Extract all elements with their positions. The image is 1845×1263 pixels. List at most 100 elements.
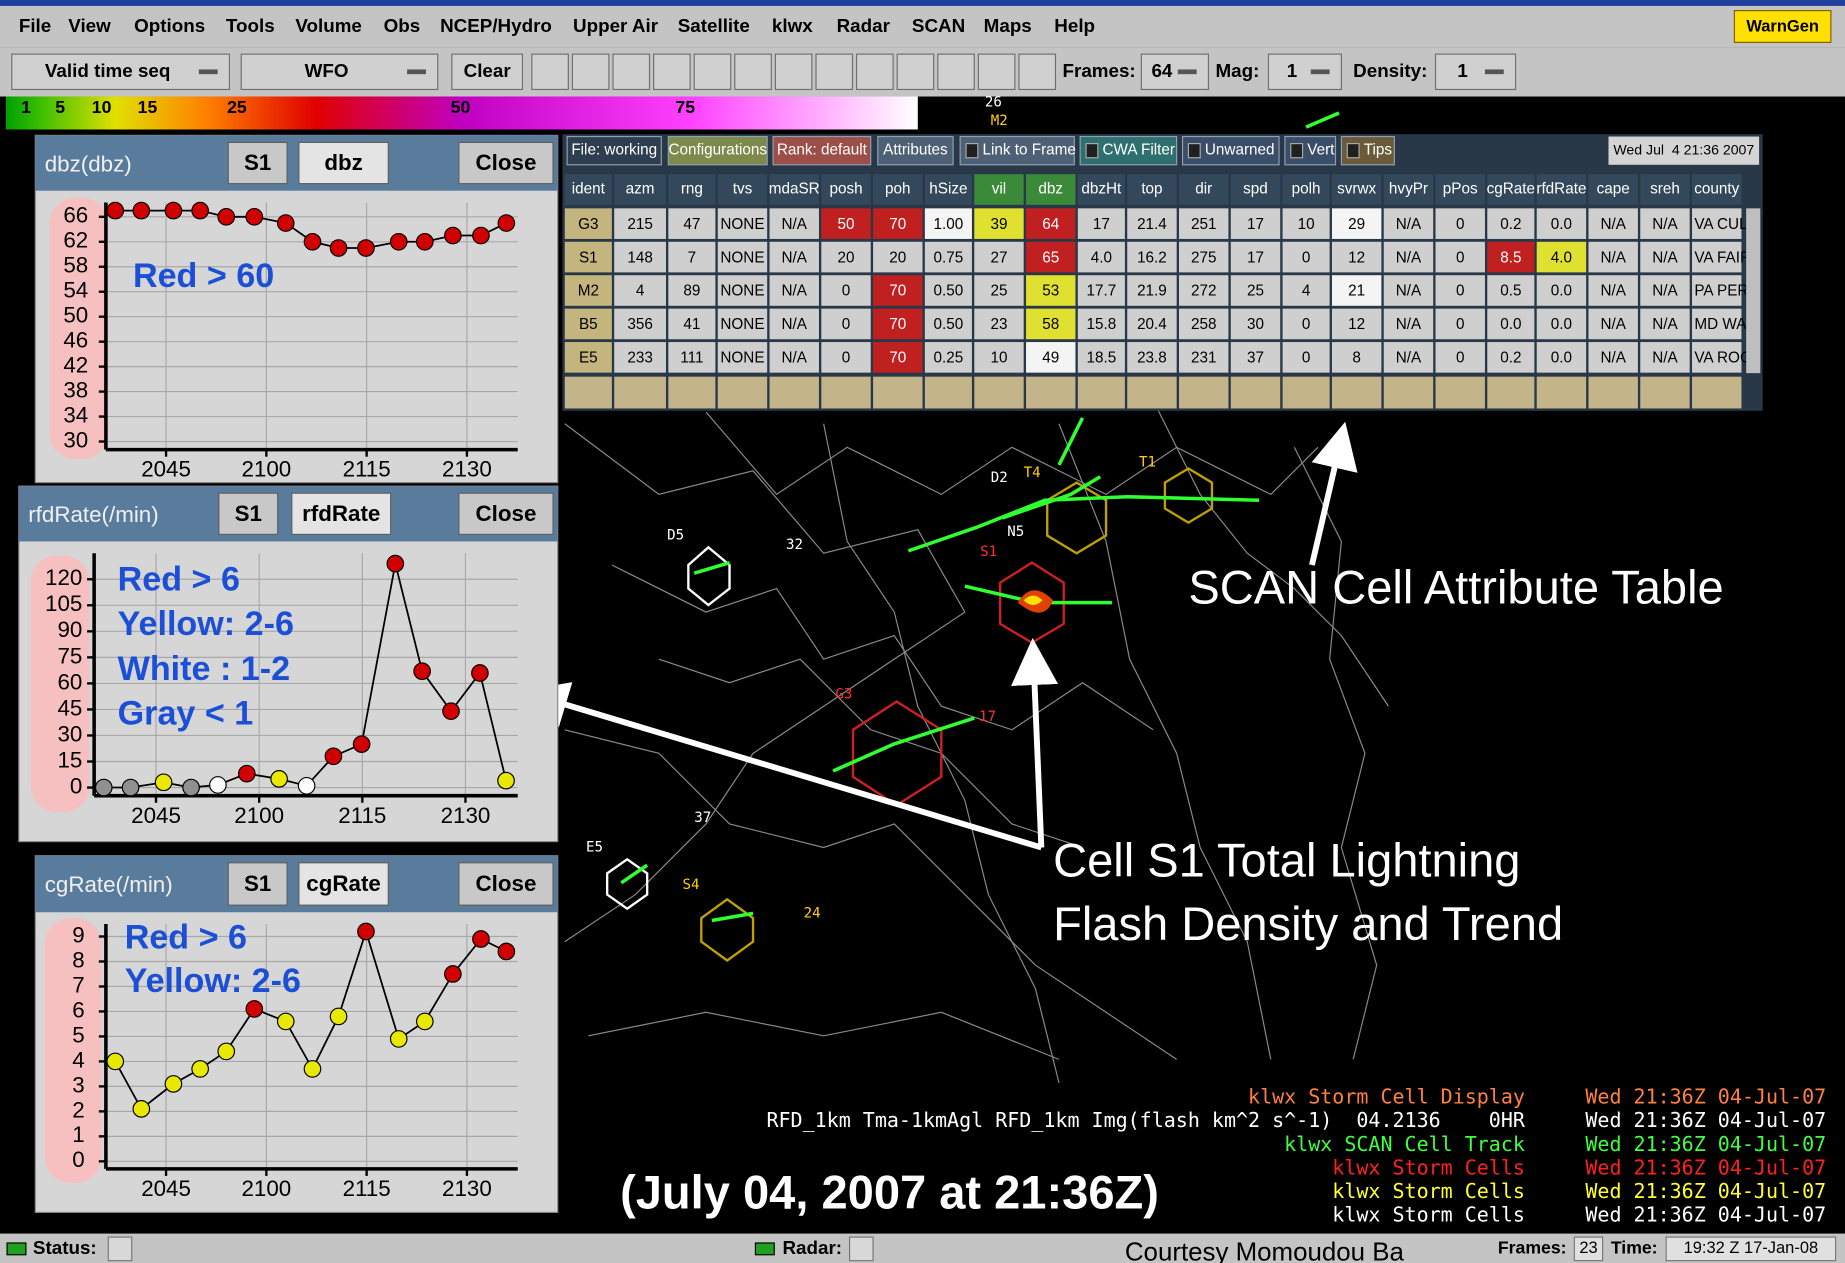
table-cell-text: 0 xyxy=(842,350,850,367)
tool-button[interactable] xyxy=(572,54,608,89)
frames-value: 23 xyxy=(1579,1239,1597,1257)
menu-item[interactable]: Upper Air xyxy=(573,15,659,36)
column-header-label[interactable]: poh xyxy=(885,181,910,198)
density-dropdown-label[interactable]: 1 xyxy=(1457,60,1467,81)
column-header-label[interactable]: rng xyxy=(681,181,703,198)
column-header-label[interactable]: mdaSR xyxy=(769,181,820,198)
warngen-label[interactable]: WarnGen xyxy=(1746,17,1819,35)
mag-dropdown-label[interactable]: 1 xyxy=(1287,60,1297,81)
toggle-box[interactable] xyxy=(1291,144,1303,158)
menu-item[interactable]: SCAN xyxy=(912,15,965,36)
column-header-label[interactable]: dir xyxy=(1195,181,1212,198)
table-toolbar-label[interactable]: Link to Frame xyxy=(983,142,1076,159)
column-header-label[interactable]: top xyxy=(1141,181,1162,198)
panel-button-label[interactable]: Close xyxy=(476,150,537,175)
panel-button-label[interactable]: S1 xyxy=(235,501,262,526)
table-cell-text: M2 xyxy=(578,283,599,300)
scale-dropdown-label[interactable]: WFO xyxy=(305,60,349,81)
time-mode-dropdown-label[interactable]: Valid time seq xyxy=(45,60,170,81)
radar-label: Radar: xyxy=(782,1237,842,1258)
tool-button[interactable] xyxy=(735,54,771,89)
column-header-label[interactable]: cgRate xyxy=(1487,181,1535,198)
column-header-label[interactable]: dbz xyxy=(1038,181,1063,198)
trend-point xyxy=(218,209,234,225)
table-toolbar-label[interactable]: Attributes xyxy=(883,142,948,159)
tool-button[interactable] xyxy=(857,54,893,89)
column-header-label[interactable]: cape xyxy=(1597,181,1630,198)
column-header-label[interactable]: sreh xyxy=(1650,181,1680,198)
table-cell-text: 0 xyxy=(1456,350,1464,367)
menu-item[interactable]: Options xyxy=(134,15,205,36)
table-cell-text: 0 xyxy=(842,316,850,333)
legend-time: Wed 21:36Z 04-Jul-07 xyxy=(1585,1179,1826,1203)
tool-button[interactable] xyxy=(938,54,974,89)
menu-item[interactable]: Obs xyxy=(384,15,421,36)
panel-button-label[interactable]: Close xyxy=(476,871,537,896)
column-header-label[interactable]: azm xyxy=(626,181,655,198)
x-tick-label: 2130 xyxy=(442,1176,492,1201)
column-header-label[interactable]: ident xyxy=(572,181,606,198)
table-toolbar-label[interactable]: Tips xyxy=(1364,142,1393,159)
toggle-box[interactable] xyxy=(966,144,978,158)
menu-item[interactable]: Maps xyxy=(984,15,1032,36)
tool-button[interactable] xyxy=(897,54,933,89)
tool-button[interactable] xyxy=(613,54,649,89)
column-header-label[interactable]: spd xyxy=(1243,181,1268,198)
radar-button[interactable] xyxy=(850,1237,874,1261)
tool-button[interactable] xyxy=(1019,54,1055,89)
column-header-label[interactable]: posh xyxy=(829,181,862,198)
column-header-label[interactable]: polh xyxy=(1292,181,1321,198)
table-cell-text: N/A xyxy=(782,316,808,333)
mag-dropdown[interactable] xyxy=(1268,54,1341,89)
table-cell-text: 17.7 xyxy=(1086,283,1116,300)
panel-button-label[interactable]: rfdRate xyxy=(302,501,380,526)
tool-button[interactable] xyxy=(532,54,568,89)
tool-button[interactable] xyxy=(978,54,1014,89)
column-header-label[interactable]: pPos xyxy=(1443,181,1478,198)
tool-button[interactable] xyxy=(775,54,811,89)
menu-item[interactable]: File xyxy=(19,15,51,36)
menu-item[interactable]: Help xyxy=(1054,15,1095,36)
column-header-label[interactable]: svrwx xyxy=(1337,181,1376,198)
tool-button[interactable] xyxy=(816,54,852,89)
frames-dropdown-label[interactable]: 64 xyxy=(1151,60,1172,81)
panel-button-label[interactable]: S1 xyxy=(244,150,271,175)
toggle-box[interactable] xyxy=(1347,144,1359,158)
menu-item[interactable]: Tools xyxy=(226,15,275,36)
table-toolbar-label[interactable]: Configurations xyxy=(668,142,767,159)
panel-button-label[interactable]: Close xyxy=(476,501,537,526)
toggle-box[interactable] xyxy=(1086,144,1098,158)
table-footer-cell xyxy=(565,377,612,409)
table-toolbar-label[interactable]: Unwarned xyxy=(1205,142,1275,159)
scale-dropdown-arrow xyxy=(407,69,426,74)
menu-item[interactable]: Radar xyxy=(837,15,891,36)
column-header-label[interactable]: hvyPr xyxy=(1389,181,1428,198)
column-header-label[interactable]: rfdRate xyxy=(1536,181,1586,198)
menu-item[interactable]: Volume xyxy=(295,15,362,36)
column-header-label[interactable]: county xyxy=(1694,181,1739,198)
table-toolbar-label[interactable]: Vert xyxy=(1307,142,1335,159)
menu-item[interactable]: Satellite xyxy=(678,15,750,36)
table-timestamp: Wed Jul 4 21:36 2007 xyxy=(1613,141,1754,157)
table-cell-text: 53 xyxy=(1042,283,1059,300)
table-toolbar-label[interactable]: Rank: default xyxy=(777,142,868,159)
tool-button[interactable] xyxy=(694,54,730,89)
toggle-box[interactable] xyxy=(1188,144,1200,158)
clear-button-label[interactable]: Clear xyxy=(464,60,512,81)
panel-button-label[interactable]: S1 xyxy=(244,871,271,896)
menu-item[interactable]: NCEP/Hydro xyxy=(440,15,552,36)
column-header-label[interactable]: vil xyxy=(992,181,1006,198)
table-scrollbar[interactable] xyxy=(1746,208,1760,373)
trend-point xyxy=(304,1061,320,1077)
panel-button-label[interactable]: cgRate xyxy=(306,871,381,896)
tool-button[interactable] xyxy=(654,54,690,89)
table-toolbar-label[interactable]: CWA Filter xyxy=(1103,142,1175,159)
menu-item[interactable]: klwx xyxy=(772,15,813,36)
column-header-label[interactable]: hSize xyxy=(929,181,967,198)
status-button[interactable] xyxy=(108,1237,132,1261)
column-header-label[interactable]: tvs xyxy=(733,181,753,198)
panel-button-label[interactable]: dbz xyxy=(324,150,362,175)
column-header-label[interactable]: dbzHt xyxy=(1081,181,1122,198)
menu-item[interactable]: View xyxy=(68,15,111,36)
table-toolbar-label[interactable]: File: working xyxy=(571,142,657,159)
